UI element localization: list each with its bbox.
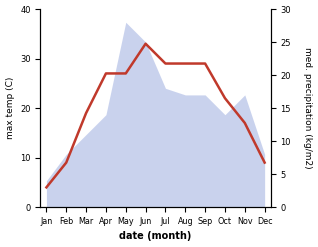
- Y-axis label: max temp (C): max temp (C): [5, 77, 15, 139]
- Y-axis label: med. precipitation (kg/m2): med. precipitation (kg/m2): [303, 47, 313, 169]
- X-axis label: date (month): date (month): [119, 231, 192, 242]
